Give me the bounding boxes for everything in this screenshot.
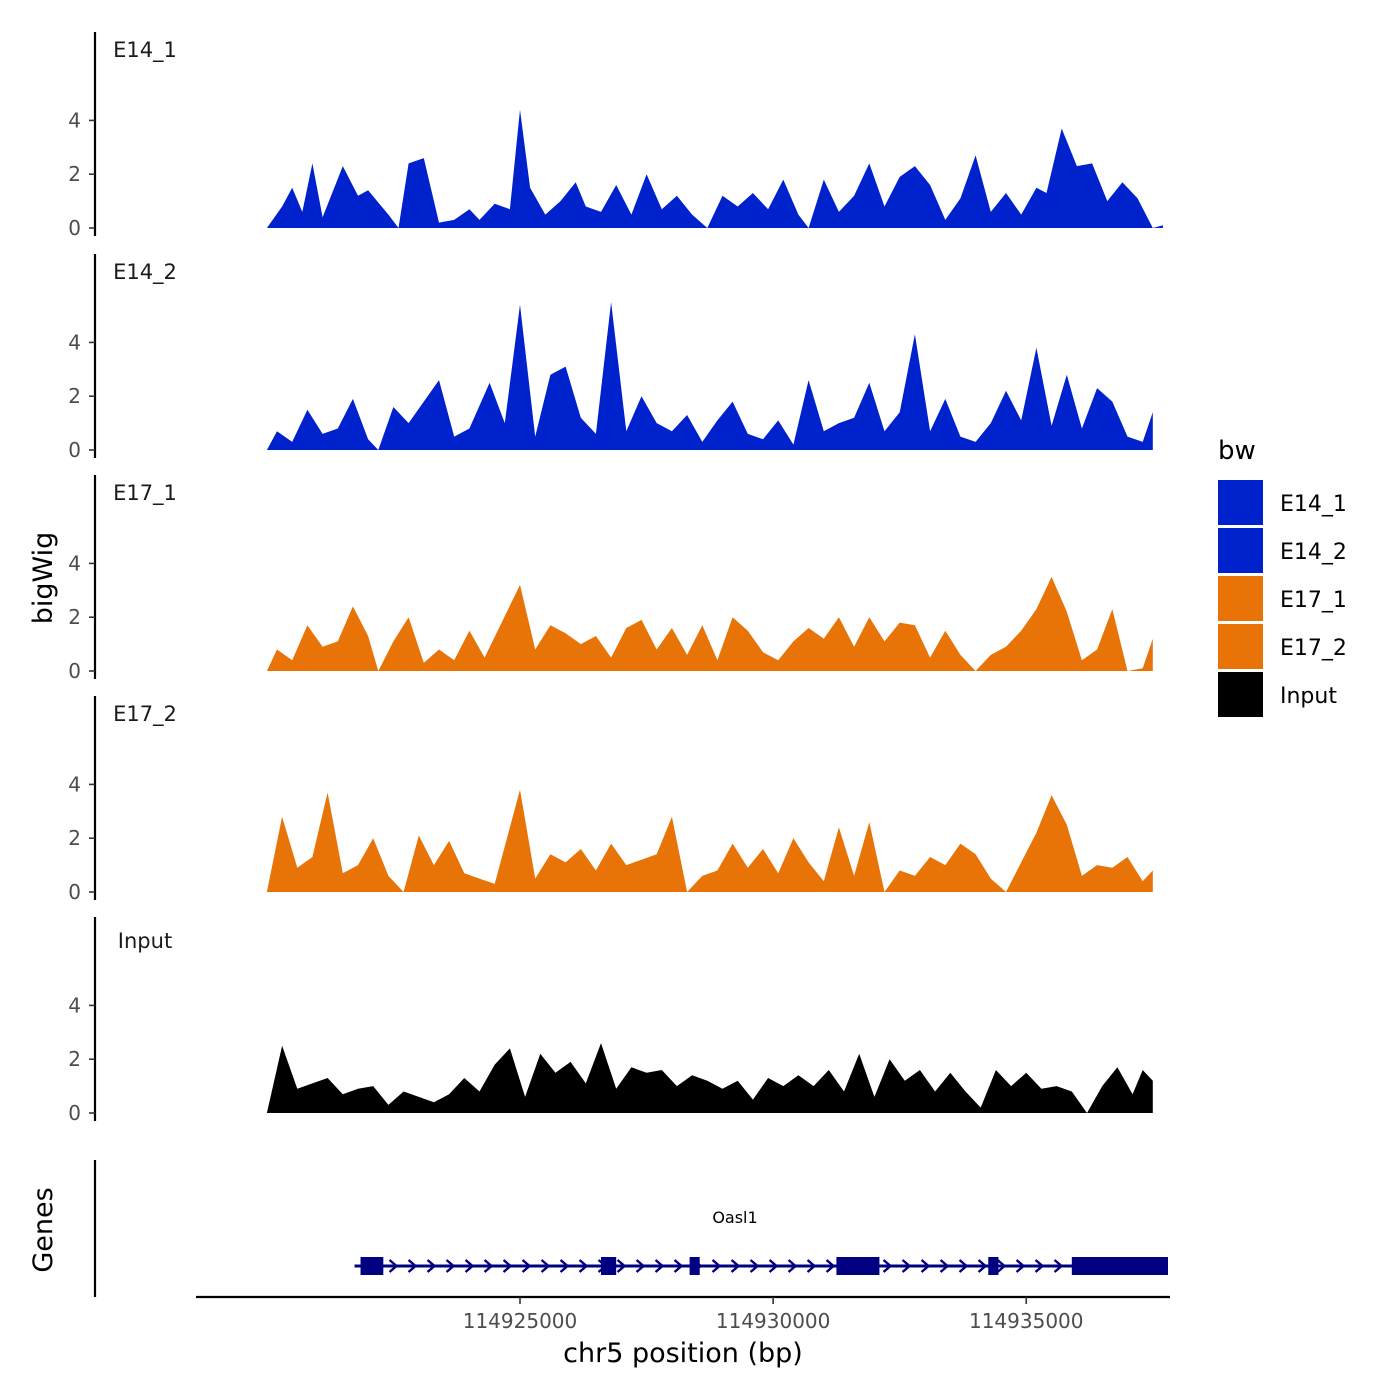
strand-arrow-icon: [673, 1259, 684, 1273]
strand-arrow-icon: [787, 1259, 798, 1273]
legend-label: E17_2: [1280, 636, 1347, 661]
strand-arrow-icon: [540, 1259, 551, 1273]
legend-label: E14_2: [1280, 540, 1347, 565]
track-label: E17_1: [113, 481, 177, 506]
genes-track: Oasl1: [93, 1160, 1168, 1297]
y-tick-label: 2: [68, 384, 81, 408]
y-tick-label: 0: [68, 880, 81, 904]
track-input: 0 2 4 Input: [68, 917, 1153, 1125]
y-tick-label: 4: [68, 551, 81, 575]
legend-swatch-e17-1: [1218, 576, 1263, 621]
strand-arrow-icon: [939, 1259, 950, 1273]
x-tick-label: 114935000: [969, 1309, 1084, 1333]
strand-arrow-icon: [825, 1259, 836, 1273]
track-label: E17_2: [113, 702, 177, 727]
y-tick-label: 2: [68, 1047, 81, 1071]
strand-arrow-icon: [882, 1259, 893, 1273]
y-tick-label: 4: [68, 772, 81, 796]
x-tick-label: 114930000: [716, 1309, 831, 1333]
exon: [988, 1257, 999, 1275]
strand-arrow-icon: [654, 1259, 665, 1273]
y-tick-label: 0: [68, 216, 81, 240]
strand-arrow-icon: [901, 1259, 912, 1273]
exon: [836, 1257, 880, 1275]
strand-arrow-icon: [635, 1259, 646, 1273]
area-e14-2: [266, 302, 1153, 450]
strand-arrow-icon: [1015, 1259, 1026, 1273]
strand-arrow-icon: [730, 1259, 741, 1273]
exon: [689, 1257, 700, 1275]
x-axis: 114925000 114930000 114935000: [196, 1295, 1170, 1333]
strand-arrow-icon: [559, 1259, 570, 1273]
legend-label: E14_1: [1280, 492, 1347, 517]
legend-swatch-e17-2: [1218, 624, 1263, 669]
strand-arrow-icon: [483, 1259, 494, 1273]
y-tick-label: 0: [68, 659, 81, 683]
strand-arrow-icon: [464, 1259, 475, 1273]
strand-arrow-icon: [977, 1259, 988, 1273]
track-label: E14_1: [113, 38, 177, 63]
strand-arrow-icon: [502, 1259, 513, 1273]
strand-arrow-icon: [920, 1259, 931, 1273]
y-axis-title: bigWig: [28, 532, 59, 625]
strand-arrow-icon: [388, 1259, 399, 1273]
legend-swatch-e14-1: [1218, 480, 1263, 525]
strand-arrow-icon: [749, 1259, 760, 1273]
strand-arrow-icon: [806, 1259, 817, 1273]
strand-arrow-icon: [711, 1259, 722, 1273]
track-e17-2: 0 2 4 E17_2: [68, 696, 1153, 904]
bigwig-tracks: 0 2 4 E14_1 0 2 4 E14_2 0 2 4 E17_1 0 2 4 E17_2 0 2 4 Input: [68, 32, 1163, 1125]
track-e17-1: 0 2 4 E17_1: [68, 475, 1153, 683]
legend-title: bw: [1218, 436, 1256, 466]
genes-axis-title: Genes: [28, 1187, 59, 1272]
strand-arrow-icon: [1053, 1259, 1064, 1273]
y-tick-label: 2: [68, 162, 81, 186]
y-tick-label: 4: [68, 993, 81, 1017]
y-tick-label: 0: [68, 438, 81, 462]
exon: [601, 1257, 617, 1275]
legend-label: E17_1: [1280, 588, 1347, 613]
strand-arrow-icon: [578, 1259, 589, 1273]
legend-swatch-e14-2: [1218, 528, 1263, 573]
legend-swatch-input: [1218, 672, 1263, 717]
strand-arrow-icon: [521, 1259, 532, 1273]
x-tick-label: 114925000: [463, 1309, 578, 1333]
y-tick-label: 0: [68, 1101, 81, 1125]
area-e17-2: [266, 789, 1153, 892]
strand-arrow-icon: [1034, 1259, 1045, 1273]
legend-label: Input: [1280, 684, 1337, 709]
track-e14-1: 0 2 4 E14_1: [68, 32, 1163, 240]
y-tick-label: 2: [68, 826, 81, 850]
strand-arrow-icon: [996, 1259, 1007, 1273]
strand-arrow-icon: [445, 1259, 456, 1273]
y-tick-label: 2: [68, 605, 81, 629]
area-input: [266, 1043, 1153, 1113]
x-axis-title: chr5 position (bp): [563, 1338, 803, 1369]
y-tick-label: 4: [68, 330, 81, 354]
track-label: E14_2: [113, 260, 177, 285]
track-e14-2: 0 2 4 E14_2: [68, 254, 1153, 462]
exon: [1071, 1257, 1168, 1275]
track-label: Input: [118, 929, 172, 953]
y-tick-label: 4: [68, 108, 81, 132]
strand-arrow-icon: [407, 1259, 418, 1273]
area-e17-1: [266, 576, 1153, 671]
strand-arrow-icon: [616, 1259, 627, 1273]
legend: E14_1 E14_2 E17_1 E17_2 Input: [1218, 480, 1347, 717]
strand-arrow-icon: [426, 1259, 437, 1273]
strand-arrow-icon: [958, 1259, 969, 1273]
exon: [360, 1257, 384, 1275]
area-e14-1: [266, 109, 1163, 228]
strand-arrow-icon: [768, 1259, 779, 1273]
gene-name-label: Oasl1: [712, 1208, 757, 1227]
